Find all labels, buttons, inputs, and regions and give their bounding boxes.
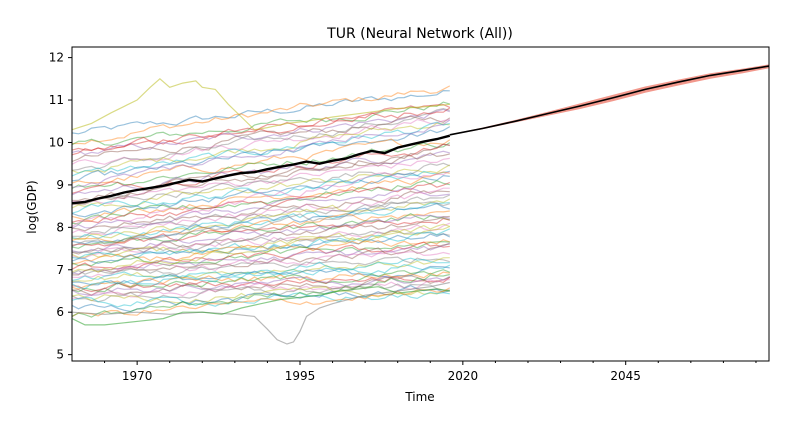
country-series-line bbox=[72, 142, 451, 190]
country-series-line bbox=[72, 187, 450, 236]
country-series-line bbox=[72, 201, 450, 247]
y-tick-label: 9 bbox=[56, 178, 64, 192]
country-series-line bbox=[72, 180, 450, 225]
country-series-line bbox=[72, 269, 451, 293]
country-series-line bbox=[72, 89, 450, 135]
x-tick-label: 1970 bbox=[122, 369, 153, 383]
country-series-line bbox=[72, 108, 451, 156]
country-series-line bbox=[72, 118, 450, 165]
axes: 1970 1995 2020 2045 5 6 7 8 9 10 11 12 bbox=[49, 46, 770, 383]
country-series-line bbox=[72, 190, 450, 232]
country-series-line-highlight bbox=[72, 286, 450, 326]
country-series-line bbox=[72, 103, 451, 156]
country-series-line bbox=[72, 239, 450, 265]
y-tick-label: 6 bbox=[56, 305, 64, 319]
country-series-line bbox=[72, 241, 450, 270]
country-series-line bbox=[72, 121, 450, 177]
country-series-line bbox=[72, 85, 451, 145]
y-tick-label: 11 bbox=[49, 93, 64, 107]
country-series-line bbox=[72, 122, 450, 174]
country-series-line bbox=[72, 170, 451, 228]
y-tick-label: 5 bbox=[56, 348, 64, 362]
country-series-line bbox=[72, 276, 451, 293]
country-series-line bbox=[72, 143, 450, 206]
country-series-line bbox=[72, 202, 450, 245]
country-series-line bbox=[72, 279, 450, 299]
y-tick-label: 10 bbox=[49, 135, 64, 149]
country-series-line bbox=[72, 257, 450, 290]
x-tick-label: 1995 bbox=[285, 369, 316, 383]
country-series-line bbox=[72, 243, 450, 276]
country-series-line bbox=[72, 202, 450, 240]
country-series-line bbox=[72, 181, 451, 224]
country-series-line bbox=[72, 198, 451, 241]
country-series-line bbox=[72, 256, 450, 276]
country-series-line bbox=[72, 172, 450, 218]
country-series-line bbox=[72, 126, 451, 182]
country-series-line bbox=[72, 223, 451, 273]
country-series-line bbox=[72, 215, 450, 255]
country-series-line-highlight bbox=[72, 78, 450, 131]
country-series-line bbox=[72, 150, 450, 196]
country-series-line bbox=[72, 157, 450, 205]
country-series-line bbox=[72, 228, 451, 260]
country-series-line bbox=[72, 210, 450, 244]
country-series-line bbox=[72, 275, 451, 296]
country-series-line bbox=[72, 187, 450, 229]
country-series-line bbox=[72, 101, 450, 146]
country-series-line bbox=[72, 170, 450, 214]
country-series-line bbox=[72, 138, 451, 184]
country-series-line bbox=[72, 240, 450, 267]
x-tick-label: 2020 bbox=[448, 369, 479, 383]
country-series-line bbox=[72, 119, 451, 188]
country-series-line bbox=[72, 263, 451, 282]
x-axis-label: Time bbox=[404, 390, 434, 404]
y-tick-label: 8 bbox=[56, 220, 64, 234]
country-series-line-highlight bbox=[72, 281, 450, 345]
country-series-line bbox=[72, 257, 450, 283]
country-series-line bbox=[72, 107, 450, 171]
country-series-line bbox=[72, 164, 451, 209]
plot-frame bbox=[71, 46, 770, 362]
historical-mean-line bbox=[72, 134, 451, 205]
y-axis-label: log(GDP) bbox=[25, 180, 39, 233]
country-series-line bbox=[72, 225, 451, 258]
forecast-line bbox=[449, 65, 769, 136]
plot-area bbox=[72, 64, 769, 345]
country-series-line bbox=[72, 286, 450, 304]
country-series-line bbox=[72, 229, 450, 256]
country-series-line bbox=[72, 214, 450, 253]
x-tick-label: 2045 bbox=[610, 369, 641, 383]
country-series-line bbox=[72, 271, 450, 290]
country-series-line bbox=[72, 213, 450, 249]
country-series-line bbox=[72, 115, 451, 163]
y-tick-label: 7 bbox=[56, 263, 64, 277]
country-series-line bbox=[72, 291, 450, 308]
country-series-line bbox=[72, 275, 451, 296]
y-tick-label: 12 bbox=[49, 51, 64, 65]
country-series-line bbox=[72, 194, 451, 237]
chart-title: TUR (Neural Network (All)) bbox=[326, 26, 513, 42]
country-series-line bbox=[72, 222, 451, 259]
country-series-line bbox=[72, 162, 451, 205]
country-series-line bbox=[72, 284, 450, 313]
country-series-line bbox=[72, 217, 450, 247]
country-series-line bbox=[72, 287, 451, 318]
country-series-line bbox=[72, 171, 450, 222]
country-series-line bbox=[72, 233, 451, 265]
country-series-line bbox=[72, 265, 450, 286]
country-series-line bbox=[72, 250, 450, 279]
country-series-line bbox=[72, 273, 450, 318]
country-series-line bbox=[72, 242, 451, 275]
country-series-line bbox=[72, 283, 450, 303]
